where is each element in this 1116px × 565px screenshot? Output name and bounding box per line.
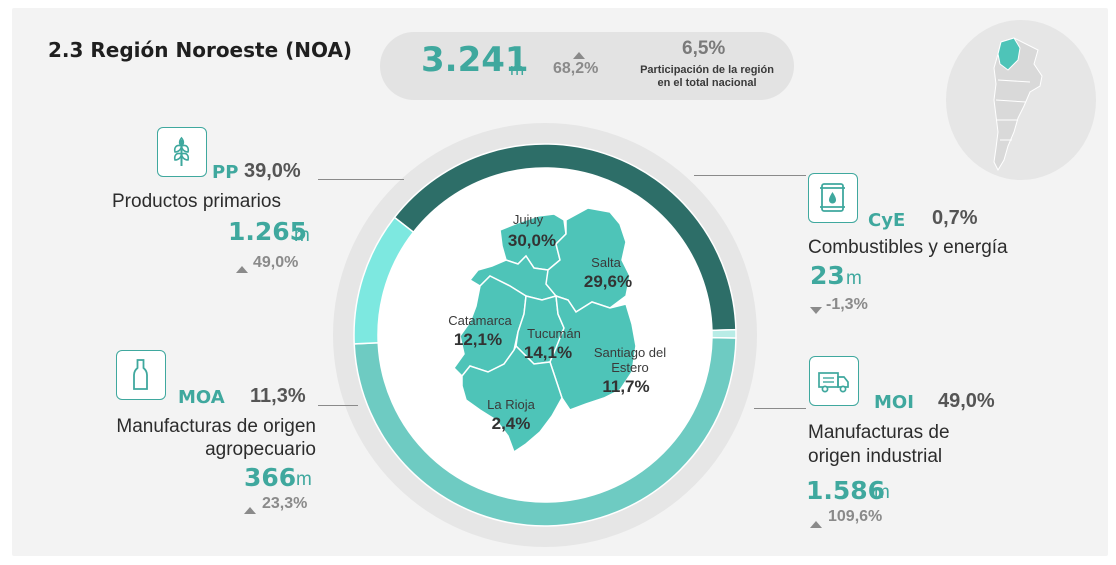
total-exports-value: 3.241 <box>421 40 529 80</box>
fuel-barrel-icon <box>820 183 845 212</box>
region-pct-salta: 29,6% <box>583 272 633 291</box>
pp-growth-up-icon <box>236 260 248 278</box>
cye-unit: m <box>846 268 862 289</box>
moa-unit: m <box>296 469 312 490</box>
region-pct-tucuman: 14,1% <box>523 343 573 362</box>
leader-line-moa <box>318 405 358 406</box>
leader-line-moi <box>754 408 806 409</box>
moi-growth: 109,6% <box>828 508 883 525</box>
moa-value: 366 <box>244 463 297 492</box>
moi-icon-box <box>809 356 859 406</box>
moa-code: MOA <box>178 387 225 408</box>
region-pct-santiago: 11,7% <box>602 377 650 396</box>
moi-code: MOI <box>874 392 914 413</box>
total-unit: m <box>510 60 525 79</box>
region-pct-catamarca: 12,1% <box>453 330 503 349</box>
national-share-value: 6,5% <box>682 38 726 59</box>
moi-value: 1.586 <box>806 476 886 505</box>
argentina-locator-map <box>946 20 1096 180</box>
bottle-icon <box>133 359 148 390</box>
cye-growth: -1,3% <box>826 296 868 313</box>
province-larioja <box>461 344 563 454</box>
summary-pill <box>380 32 794 100</box>
region-label-jujuy: Jujuy <box>512 212 544 227</box>
moa-pct: 11,3% <box>250 385 306 407</box>
cye-icon-box <box>808 173 858 223</box>
leader-line-pp <box>318 179 404 180</box>
pp-growth: 49,0% <box>253 254 299 271</box>
total-growth-up-icon <box>573 46 585 64</box>
region-label-santiago: Santiago del Estero <box>593 345 667 375</box>
pp-code: PP <box>212 162 239 183</box>
cye-value: 23 <box>810 261 845 290</box>
moa-growth: 23,3% <box>262 495 308 512</box>
page-title: 2.3 Región Noroeste (NOA) <box>48 38 353 62</box>
region-label-larioja: La Rioja <box>487 397 535 412</box>
truck-icon <box>818 372 849 393</box>
pp-icon-box <box>157 127 207 177</box>
pp-label: Productos primarios <box>112 191 281 212</box>
moa-icon-box <box>116 350 166 400</box>
donut-segment-cye <box>711 328 737 339</box>
leader-line-cye <box>694 175 806 176</box>
total-growth: 68,2% <box>553 60 599 77</box>
donut-chart <box>333 123 757 547</box>
pp-value: 1.265 <box>228 217 308 246</box>
region-pct-larioja: 2,4% <box>491 414 531 433</box>
cye-code: CyE <box>868 210 906 231</box>
region-label-catamarca: Catamarca <box>448 313 512 328</box>
argentina-map-icon <box>993 37 1043 172</box>
moi-pct: 49,0% <box>938 390 995 412</box>
region-pct-jujuy: 30,0% <box>507 231 557 250</box>
moa-growth-up-icon <box>244 501 256 519</box>
moa-label: Manufacturas de origen agropecuario <box>116 416 316 460</box>
national-share-label: Participación de la región en el total n… <box>640 64 774 89</box>
moi-unit: m <box>874 482 890 503</box>
cye-label: Combustibles y energía <box>808 237 1008 258</box>
province-santiago <box>549 294 637 411</box>
cye-growth-down-icon <box>810 301 822 319</box>
moi-growth-up-icon <box>810 515 822 533</box>
region-label-salta: Salta <box>591 255 621 270</box>
noa-map <box>453 207 637 454</box>
pp-pct: 39,0% <box>244 160 301 182</box>
wheat-icon <box>173 136 190 166</box>
moi-label: Manufacturas de origen industrial <box>808 422 950 467</box>
region-label-tucuman: Tucumán <box>527 326 581 341</box>
cye-pct: 0,7% <box>932 207 978 229</box>
pp-unit: m <box>294 225 310 246</box>
